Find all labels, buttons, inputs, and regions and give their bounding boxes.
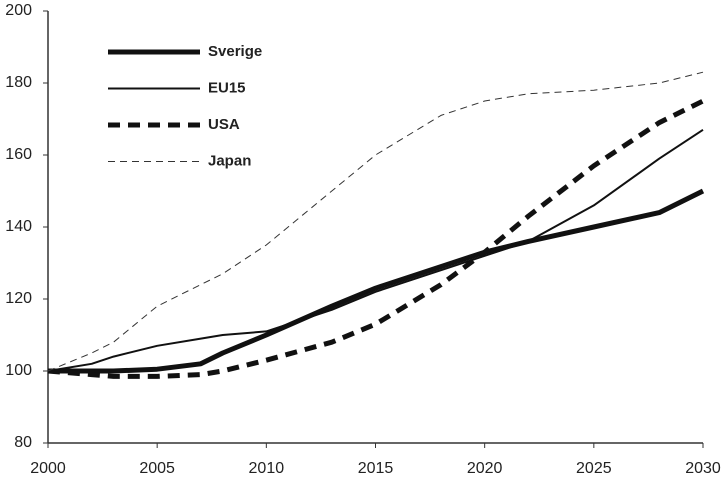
y-tick-label: 200 bbox=[5, 2, 32, 19]
y-tick-label: 100 bbox=[5, 362, 32, 379]
y-tick-label: 160 bbox=[5, 146, 32, 163]
legend-label: Sverige bbox=[208, 43, 262, 60]
y-tick-label: 120 bbox=[5, 290, 32, 307]
x-tick-label: 2025 bbox=[576, 460, 612, 477]
series-line bbox=[48, 188, 705, 374]
series-line bbox=[47, 128, 704, 372]
x-tick-label: 2030 bbox=[685, 460, 721, 477]
series-line bbox=[47, 71, 704, 372]
x-tick-label: 2020 bbox=[467, 460, 503, 477]
legend-label: EU15 bbox=[208, 79, 246, 96]
legend-label: Japan bbox=[208, 152, 251, 169]
x-tick-label: 2005 bbox=[139, 460, 175, 477]
x-tick-label: 2000 bbox=[30, 460, 66, 477]
y-tick-label: 80 bbox=[14, 434, 32, 451]
x-tick-label: 2015 bbox=[358, 460, 394, 477]
legend-label: USA bbox=[208, 116, 240, 133]
series-line bbox=[47, 98, 705, 379]
y-tick-label: 140 bbox=[5, 218, 32, 235]
x-tick-label: 2010 bbox=[249, 460, 285, 477]
y-tick-label: 180 bbox=[5, 74, 32, 91]
